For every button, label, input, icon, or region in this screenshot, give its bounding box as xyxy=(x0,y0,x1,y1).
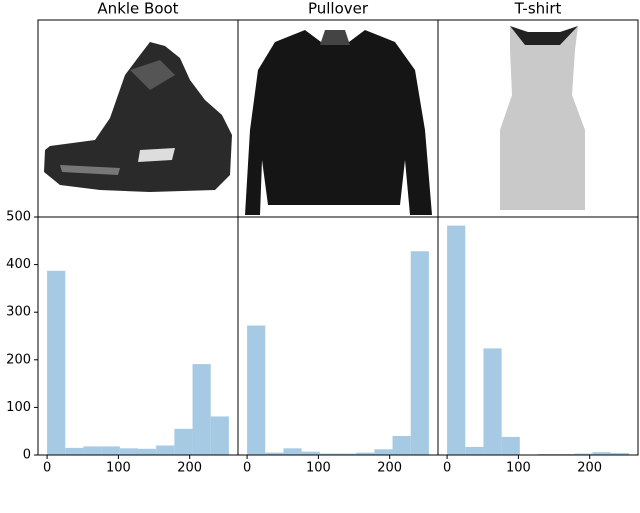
bar xyxy=(319,453,338,455)
bar xyxy=(210,416,229,455)
bar xyxy=(338,453,357,455)
axes-frame xyxy=(437,216,639,456)
y-tick-label: 100 xyxy=(6,400,31,415)
bar xyxy=(247,325,266,455)
y-tick-label: 200 xyxy=(6,352,31,367)
bar xyxy=(138,448,157,455)
image-pullover xyxy=(245,30,432,215)
image-tshirt xyxy=(500,26,585,210)
bar xyxy=(392,435,411,455)
y-tick-label: 0 xyxy=(23,448,31,463)
bar xyxy=(65,447,84,455)
bar xyxy=(174,428,193,455)
x-tick-label: 200 xyxy=(177,461,202,476)
x-tick-label: 200 xyxy=(377,461,402,476)
bar xyxy=(265,452,284,455)
bar xyxy=(192,364,211,455)
x-tick-label: 100 xyxy=(106,461,131,476)
panel-title: Pullover xyxy=(308,0,369,18)
panel-title: Ankle Boot xyxy=(97,0,178,18)
bar xyxy=(283,448,302,455)
bar xyxy=(374,449,393,455)
x-tick-label: 100 xyxy=(506,461,531,476)
y-tick-label: 400 xyxy=(6,257,31,272)
bar xyxy=(301,451,320,455)
image-ankle-boot xyxy=(44,42,232,192)
x-tick-label: 0 xyxy=(243,461,251,476)
bar xyxy=(156,445,175,455)
bar xyxy=(447,225,466,455)
bar xyxy=(83,446,102,455)
bar xyxy=(119,448,138,455)
y-tick-label: 300 xyxy=(6,305,31,320)
bar xyxy=(483,348,502,455)
bar xyxy=(410,251,429,455)
bar xyxy=(356,452,375,455)
x-tick-label: 200 xyxy=(577,461,602,476)
bar xyxy=(592,452,611,455)
bar xyxy=(610,453,629,455)
x-tick-label: 0 xyxy=(443,461,451,476)
bar xyxy=(47,270,66,455)
axes-frame xyxy=(237,216,439,456)
bar xyxy=(501,436,520,455)
x-tick-label: 0 xyxy=(43,461,51,476)
bar xyxy=(101,446,120,455)
bar xyxy=(465,446,484,455)
bar xyxy=(574,453,593,455)
y-tick-label: 500 xyxy=(6,210,31,225)
panel-title: T-shirt xyxy=(514,0,562,18)
x-tick-label: 100 xyxy=(306,461,331,476)
